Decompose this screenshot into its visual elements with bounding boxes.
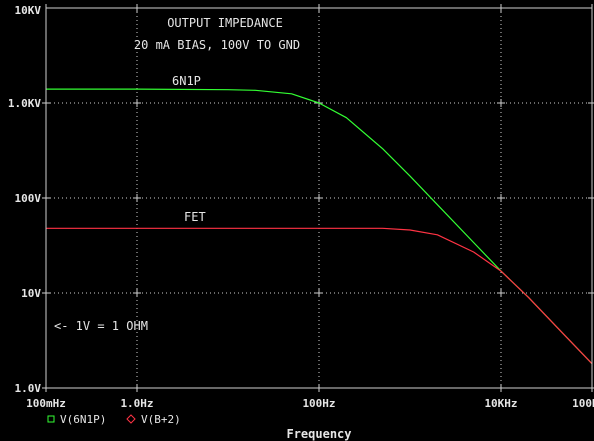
x-tick-label: 100mHz xyxy=(26,397,66,410)
x-tick-label: 10KHz xyxy=(484,397,517,410)
grid xyxy=(42,4,594,392)
y-tick-label: 10V xyxy=(21,287,41,300)
annotation-6n1p: 6N1P xyxy=(172,74,201,88)
y-tick-label: 100V xyxy=(15,192,42,205)
chart-title-line-2: 20 mA BIAS, 100V TO GND xyxy=(134,38,300,52)
x-tick-label: 100KHz xyxy=(572,397,594,410)
legend-label-6n1p: V(6N1P) xyxy=(60,413,106,426)
legend-marker-6n1p-square xyxy=(47,415,55,423)
series-line-b2 xyxy=(46,227,593,365)
tick-labels: 100mHz 1.0Hz 100Hz 10KHz 100KHz 1.0V 10V 100V 1.… xyxy=(8,4,594,410)
plot-frame xyxy=(45,7,593,389)
y-tick-label: 1.0KV xyxy=(8,97,41,110)
annotation-fet: FET xyxy=(184,210,206,224)
annotation-1v-1ohm: <- 1V = 1 OHM xyxy=(54,319,148,333)
series-lines xyxy=(46,88,593,365)
legend-label-b2: V(B+2) xyxy=(141,413,181,426)
x-tick-label: 100Hz xyxy=(302,397,335,410)
legend: V(6N1P) V(B+2) xyxy=(47,413,181,426)
x-tick-label: 1.0Hz xyxy=(120,397,153,410)
legend-marker-b2-diamond xyxy=(126,414,136,424)
y-tick-label: 1.0V xyxy=(15,382,42,395)
chart-title-line-1: OUTPUT IMPEDANCE xyxy=(167,16,283,30)
y-tick-label: 10KV xyxy=(15,4,42,17)
x-axis-label: Frequency xyxy=(286,427,351,441)
